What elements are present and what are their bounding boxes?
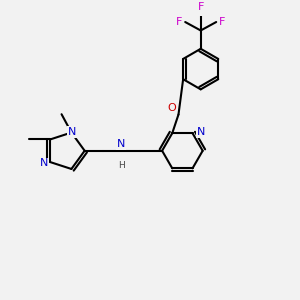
Text: F: F — [197, 2, 204, 12]
Text: N: N — [197, 127, 205, 137]
Text: F: F — [176, 17, 182, 27]
Text: H: H — [118, 160, 125, 169]
Text: N: N — [117, 139, 125, 149]
Text: O: O — [167, 103, 176, 113]
Text: N: N — [40, 158, 49, 168]
Text: N: N — [68, 127, 76, 137]
Text: F: F — [219, 17, 225, 27]
